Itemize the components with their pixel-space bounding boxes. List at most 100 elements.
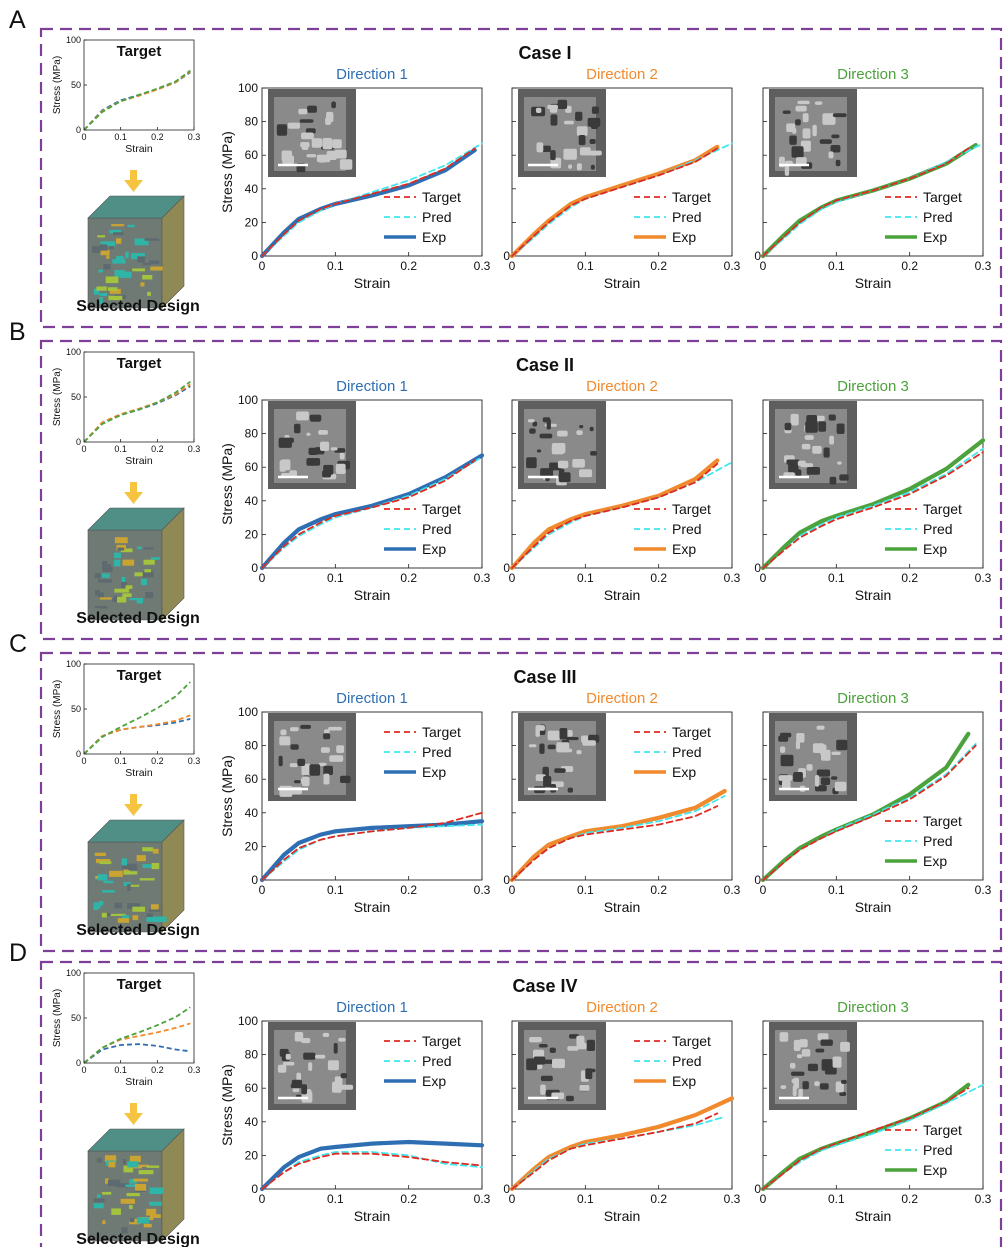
case-title: Case I (518, 43, 571, 63)
y-tick-label: 0 (251, 561, 258, 575)
series-target-line (762, 1087, 970, 1190)
sem-pore (340, 775, 351, 783)
sem-pore (790, 1062, 796, 1069)
sem-pore (579, 1084, 590, 1091)
design-strut (109, 870, 123, 877)
sem-pore (311, 138, 323, 148)
x-tick-label: 0.1 (828, 883, 845, 897)
panel-letter: C (9, 630, 27, 658)
sem-pore (831, 751, 841, 755)
design-strut (102, 566, 113, 572)
target-inset-xlabel: Strain (125, 455, 153, 467)
target-inset-xtick-label: 0.2 (151, 132, 164, 142)
sem-pore (815, 785, 827, 792)
design-strut (143, 547, 154, 550)
legend-label-pred: Pred (422, 744, 452, 760)
sem-pore (812, 445, 822, 454)
design-strut (107, 287, 118, 291)
design-strut (142, 571, 154, 578)
sem-pore (812, 124, 817, 137)
target-inset-frame (83, 39, 195, 131)
panel-A: A Case I Target 0 0.1 0.2 0.3 0 50 100 Strain Stres… (9, 6, 1003, 329)
case-title: Case III (513, 667, 576, 687)
target-inset-ytick-label: 100 (66, 968, 81, 978)
design-strut (116, 255, 124, 262)
sem-pore (279, 785, 293, 797)
design-strut (101, 573, 110, 578)
sem-pore (576, 430, 583, 435)
target-inset-ylabel: Stress (MPa) (52, 989, 63, 1047)
design-strut (134, 572, 143, 577)
design-strut (150, 1214, 161, 1218)
sem-pore (334, 149, 347, 159)
design-strut (97, 579, 112, 583)
x-axis-label: Strain (354, 587, 391, 603)
target-inset-ytick-label: 50 (71, 1013, 81, 1023)
subplot-direction-1: Direction 1 0 0.1 0.2 0.3 Strain 0 20 40 60 80 100 S… (219, 999, 491, 1224)
arrow-down-icon (124, 492, 143, 504)
y-axis-label: Stress (MPa) (219, 131, 235, 213)
sem-pore (839, 1091, 847, 1096)
design-strut (129, 1205, 133, 1210)
sem-pore (797, 460, 806, 467)
x-tick-label: 0.3 (474, 1192, 491, 1206)
sem-pore (328, 726, 342, 731)
sem-pore (820, 777, 831, 785)
series-exp-line (509, 458, 720, 571)
design-strut (129, 1179, 137, 1184)
design-strut (114, 552, 121, 559)
design-strut (95, 859, 111, 864)
sem-pore (278, 437, 292, 448)
sem-pore (795, 105, 807, 112)
x-axis-label: Strain (855, 275, 892, 291)
x-tick-label: 0 (760, 571, 767, 585)
subplot-direction-3: Direction 3 0 0.1 0.2 0.3 Strain 0 Target Pred Ex… (754, 66, 991, 291)
x-tick-label: 0 (259, 1192, 266, 1206)
legend-label-target: Target (422, 1033, 461, 1049)
panel-frame (39, 651, 1003, 953)
sem-pore (814, 1081, 820, 1087)
target-inset-xtick-label: 0.1 (114, 756, 127, 766)
sem-pore (591, 106, 599, 114)
sem-pore (301, 1038, 311, 1044)
design-strut (102, 1220, 106, 1225)
target-curve-2 (83, 1022, 191, 1064)
x-tick-label: 0.2 (650, 883, 667, 897)
y-tick-label: 20 (245, 1148, 259, 1162)
sem-pore (821, 1059, 833, 1071)
y-tick-label: 40 (245, 1115, 259, 1129)
legend-label-exp: Exp (672, 1073, 696, 1089)
sem-pore (299, 119, 314, 123)
design-strut (114, 537, 128, 544)
legend-label-exp: Exp (923, 541, 947, 557)
sem-pore (306, 432, 311, 436)
sem-pore (332, 139, 342, 149)
design-strut (134, 238, 149, 246)
sem-pore (576, 750, 582, 755)
target-inset-xtick-label: 0.3 (188, 132, 201, 142)
design-strut (136, 1217, 150, 1224)
sem-pore (791, 146, 804, 158)
design-strut (100, 241, 116, 247)
design-strut (96, 1194, 101, 1198)
sem-pore (829, 435, 834, 445)
x-tick-label: 0.2 (400, 1192, 417, 1206)
design-strut (102, 560, 108, 567)
sem-pore (558, 472, 571, 483)
x-tick-label: 0.3 (724, 571, 741, 585)
sem-pore (315, 1054, 326, 1059)
design-strut (145, 592, 154, 599)
y-tick-label: 60 (245, 1081, 259, 1095)
design-strut (113, 232, 124, 236)
design-strut (109, 245, 114, 250)
design-cube-side (161, 819, 185, 933)
sem-pore (815, 1048, 825, 1053)
design-strut (134, 1183, 147, 1191)
x-tick-label: 0 (259, 883, 266, 897)
sem-pore (331, 101, 336, 109)
legend-label-pred: Pred (923, 1142, 953, 1158)
x-tick-label: 0 (760, 1192, 767, 1206)
sem-pore (801, 443, 811, 450)
direction-title: Direction 1 (336, 66, 408, 83)
design-strut (149, 1187, 164, 1194)
